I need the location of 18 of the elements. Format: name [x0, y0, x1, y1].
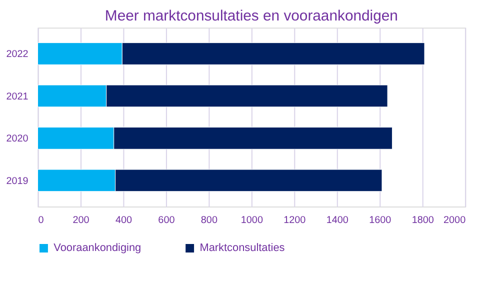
x-tick-label: 1800 — [412, 214, 434, 226]
x-tick-label: 600 — [158, 214, 176, 226]
y-tick-label: 2021 — [6, 91, 29, 102]
x-tick-label: 2000 — [444, 214, 466, 226]
y-tick-label: 2020 — [6, 134, 29, 145]
x-tick-label: 1600 — [369, 214, 392, 226]
x-tick-label: 800 — [200, 214, 218, 226]
x-tick-label: 400 — [115, 214, 132, 226]
legend-label: Vooraankondiging — [54, 242, 142, 254]
x-tick-label: 1200 — [284, 214, 306, 226]
y-tick-label: 2022 — [6, 49, 29, 60]
x-tick-label: 200 — [72, 214, 90, 226]
chart-title: Meer marktconsultaties en vooraankondigen — [104, 8, 398, 25]
legend-label: Marktconsultaties — [200, 242, 286, 254]
x-tick-label: 1000 — [240, 214, 264, 226]
y-tick-label: 2019 — [6, 176, 29, 187]
x-tick-label: 1400 — [326, 214, 349, 226]
x-tick-label: 0 — [38, 214, 44, 226]
